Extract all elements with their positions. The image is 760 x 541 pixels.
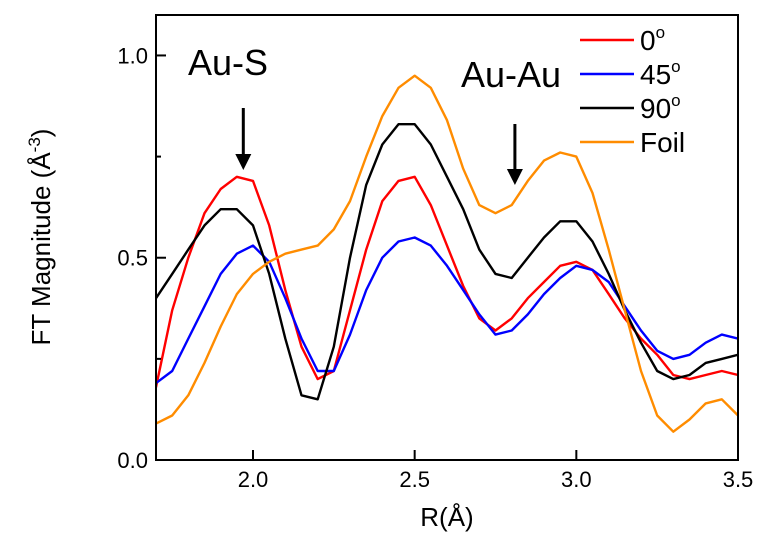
series-line-1 bbox=[156, 236, 738, 385]
legend-label-0: 0o bbox=[640, 23, 665, 56]
legend-label-3: Foil bbox=[640, 127, 685, 158]
legend-label-2-sup: o bbox=[671, 91, 680, 110]
legend-label-2: 90o bbox=[640, 91, 681, 124]
annotations: Au-S Au-Au bbox=[188, 42, 561, 185]
series-line-2 bbox=[156, 122, 738, 401]
y-axis-title-close: ) bbox=[26, 129, 56, 138]
x-tick-label-3: 3.5 bbox=[723, 467, 754, 492]
series-line-0 bbox=[156, 175, 738, 389]
annotation-arrow-head-0 bbox=[235, 154, 252, 170]
y-axis-title-sup: -3 bbox=[25, 137, 44, 152]
annotation-arrow-head-1 bbox=[506, 169, 523, 185]
y-axis-title-main: FT Magnitude (Å bbox=[26, 152, 56, 346]
legend-label-1: 45o bbox=[640, 57, 681, 90]
x-tick-label-0: 2.0 bbox=[238, 467, 269, 492]
y-tick-label-2: 1.0 bbox=[117, 43, 148, 68]
x-tick-label-1: 2.5 bbox=[399, 467, 430, 492]
series-line-3 bbox=[156, 74, 738, 433]
plot-frame bbox=[155, 14, 739, 461]
x-axis-title: R(Å) bbox=[420, 502, 473, 532]
annotation-label-0: Au-S bbox=[188, 42, 268, 83]
legend-label-1-sup: o bbox=[671, 57, 680, 76]
x-tick-label-2: 3.0 bbox=[561, 467, 592, 492]
series-layer bbox=[156, 74, 738, 433]
legend-label-0-sup: o bbox=[656, 23, 665, 42]
y-axis-title: FT Magnitude (Å-3) bbox=[25, 129, 56, 346]
y-tick-label-1: 0.5 bbox=[117, 246, 148, 271]
annotation-label-1: Au-Au bbox=[461, 54, 561, 95]
axis-ticks: 2.0 2.5 3.0 3.5 0.0 0.5 1.0 bbox=[117, 43, 753, 492]
y-tick-label-0: 0.0 bbox=[117, 448, 148, 473]
